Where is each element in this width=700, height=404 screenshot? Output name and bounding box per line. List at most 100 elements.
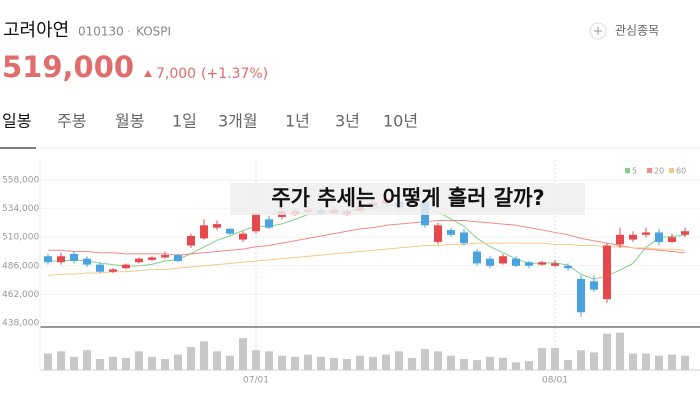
tab[interactable]: 주봉	[57, 112, 86, 131]
legend-label: 5	[632, 167, 637, 176]
tab[interactable]: 일봉	[2, 112, 31, 131]
volume-bar	[395, 351, 403, 370]
volume-bar	[135, 351, 143, 370]
volume-bar	[122, 357, 130, 370]
y-tick-label: 486,000	[2, 261, 39, 271]
candle-body	[70, 253, 78, 262]
legend-label: 20	[654, 167, 664, 176]
candle-body	[551, 263, 559, 266]
price-change: 7,000	[156, 66, 196, 82]
candle-body	[187, 236, 195, 246]
candle-body	[122, 264, 130, 269]
volume-bar	[44, 353, 52, 370]
volume-bar	[629, 353, 637, 370]
volume-bar	[213, 351, 221, 370]
volume-bar	[226, 355, 234, 370]
volume-bar	[239, 338, 247, 370]
candle-body	[226, 228, 234, 234]
candle-body	[174, 255, 182, 262]
candle-body	[577, 278, 585, 313]
volume-bar	[551, 348, 559, 370]
candle-body	[161, 255, 169, 258]
candle-body	[96, 264, 104, 272]
ma-line	[47, 242, 686, 276]
volume-bar	[499, 357, 507, 370]
watch-icon[interactable]	[589, 22, 607, 40]
volume-bar	[668, 354, 676, 370]
candle-body	[564, 265, 572, 269]
volume-bar	[174, 354, 182, 370]
candle-body	[239, 233, 247, 240]
volume-bar	[161, 359, 169, 370]
candle-body	[486, 258, 494, 266]
candle-body	[148, 257, 156, 260]
candle-body	[473, 251, 481, 264]
candle-body	[44, 256, 52, 263]
candle-body	[681, 231, 689, 235]
market: KOSPI	[136, 25, 171, 39]
price: 519,000	[2, 50, 134, 84]
volume-bar	[330, 357, 338, 370]
candle-body	[603, 245, 611, 300]
volume-bar	[317, 356, 325, 370]
stock-name: 고려아연	[3, 20, 69, 41]
tab[interactable]: 월봉	[115, 112, 144, 131]
x-tick-label: 07/01	[243, 376, 269, 386]
candle-body	[135, 258, 143, 263]
candle-body	[460, 232, 468, 244]
legend-swatch	[647, 168, 652, 173]
volume-bar	[369, 356, 377, 370]
volume-bar	[278, 355, 286, 370]
candle-body	[434, 225, 442, 242]
volume-bar	[83, 350, 91, 370]
tab[interactable]: 1일	[172, 112, 197, 131]
volume-bar	[382, 354, 390, 370]
candle-body	[447, 230, 455, 235]
volume-bar	[538, 348, 546, 370]
y-tick-label: 534,000	[2, 204, 39, 214]
candle-body	[512, 258, 520, 266]
volume-bar	[681, 355, 689, 370]
candle-body	[525, 262, 533, 266]
candle-body	[200, 225, 208, 239]
up-arrow	[144, 70, 152, 77]
tab[interactable]: 3개월	[218, 112, 258, 131]
price-change-pct: (+1.37%)	[201, 66, 268, 82]
candle-body	[668, 237, 676, 242]
volume-bar	[200, 341, 208, 370]
tab[interactable]: 10년	[383, 112, 418, 131]
y-tick-label: 558,000	[2, 176, 39, 186]
legend-label: 60	[676, 167, 686, 176]
tab[interactable]: 3년	[335, 112, 360, 131]
y-tick-label: 462,000	[2, 290, 39, 300]
watch-button[interactable]: 관심종목	[615, 24, 659, 38]
volume-bar	[252, 350, 260, 370]
separator: ·	[127, 25, 131, 39]
plus	[594, 27, 602, 35]
volume-bar	[486, 356, 494, 370]
banner-bg	[230, 183, 585, 215]
candle-body	[213, 224, 221, 228]
volume-bar	[642, 353, 650, 370]
volume-bar	[577, 350, 585, 370]
volume-bar	[590, 352, 598, 370]
volume-bar	[109, 356, 117, 370]
volume-bar	[564, 360, 572, 370]
candle-body	[655, 232, 663, 242]
candle-body	[590, 281, 598, 290]
volume-bar	[265, 351, 273, 370]
volume-bar	[655, 355, 663, 370]
volume-bar	[57, 351, 65, 370]
volume-bar	[187, 346, 195, 370]
volume-bar	[70, 356, 78, 370]
legend-swatch	[625, 168, 630, 173]
volume-bar	[343, 359, 351, 370]
volume-bar	[408, 357, 416, 370]
candle-body	[109, 269, 117, 272]
volume-bar	[616, 332, 624, 370]
volume-bar	[291, 356, 299, 370]
candle-body	[265, 219, 273, 228]
tab[interactable]: 1년	[285, 112, 310, 131]
candle-body	[642, 232, 650, 235]
